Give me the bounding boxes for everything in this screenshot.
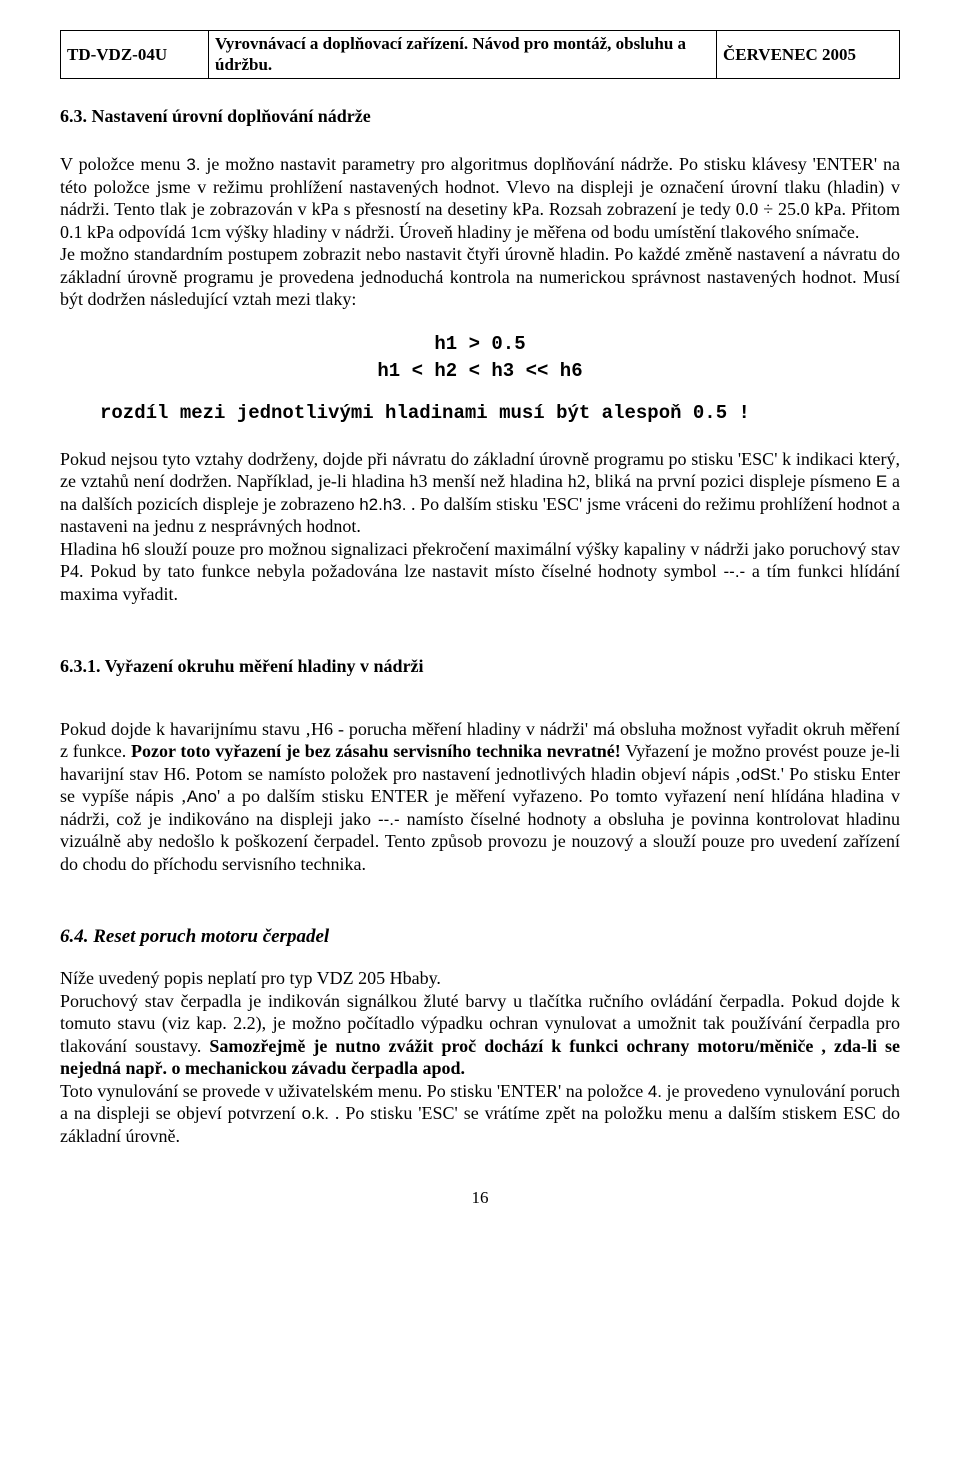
doc-date-cell: ČERVENEC 2005 [717, 31, 900, 79]
display-odst: odSt. [741, 765, 781, 784]
section-6-3-1-paragraph: Pokud dojde k havarijnímu stavu ‚H6 - po… [60, 718, 900, 876]
section-6-4-paragraph-1: Níže uvedený popis neplatí pro typ VDZ 2… [60, 967, 900, 990]
section-6-4-title: 6.4. Reset poruch motoru čerpadel [60, 925, 900, 949]
display-dashes-2: --.- [378, 810, 400, 829]
formula-line-2: h1 < h2 < h3 << h6 [60, 360, 900, 384]
doc-header-table: TD-VDZ-04U Vyrovnávací a doplňovací zaří… [60, 30, 900, 79]
section-6-3-paragraph-3: Pokud nejsou tyto vztahy dodrženy, dojde… [60, 448, 900, 538]
menu-item-4: 4. [648, 1082, 662, 1101]
section-6-3-title: 6.3. Nastavení úrovní doplňování nádrže [60, 105, 900, 128]
display-ok: o.k. [302, 1104, 329, 1123]
menu-item-3: 3. [186, 155, 200, 174]
display-letter-e: E [876, 472, 887, 491]
display-ano: Ano [187, 787, 217, 806]
doc-title-cell: Vyrovnávací a doplňovací zařízení. Návod… [209, 31, 717, 79]
doc-code-cell: TD-VDZ-04U [61, 31, 209, 79]
rule-line: rozdíl mezi jednotlivými hladinami musí … [100, 402, 900, 426]
section-6-4-paragraph-2: Poruchový stav čerpadla je indikován sig… [60, 990, 900, 1080]
section-6-3-paragraph-2: Je možno standardním postupem zobrazit n… [60, 243, 900, 311]
p3-text-a: Pokud nejsou tyto vztahy dodrženy, dojde… [60, 449, 900, 492]
p631-warning: Pozor toto vyřazení je bez zásahu servis… [131, 741, 621, 761]
section-6-3-paragraph-4: Hladina h6 slouží pouze pro možnou signa… [60, 538, 900, 606]
page-number: 16 [60, 1187, 900, 1208]
p64-3a: Toto vynulování se provede v uživatelské… [60, 1081, 648, 1101]
section-6-3-paragraph-1: V položce menu 3. je možno nastavit para… [60, 153, 900, 243]
formula-line-1: h1 > 0.5 [60, 333, 900, 357]
display-h2h3: h2.h3. [359, 495, 406, 514]
section-6-4-paragraph-3: Toto vynulování se provede v uživatelské… [60, 1080, 900, 1148]
section-6-3-1-title: 6.3.1. Vyřazení okruhu měření hladiny v … [60, 655, 900, 678]
p1-text-a: V položce menu [60, 154, 186, 174]
display-dashes-1: --.- [724, 562, 746, 581]
